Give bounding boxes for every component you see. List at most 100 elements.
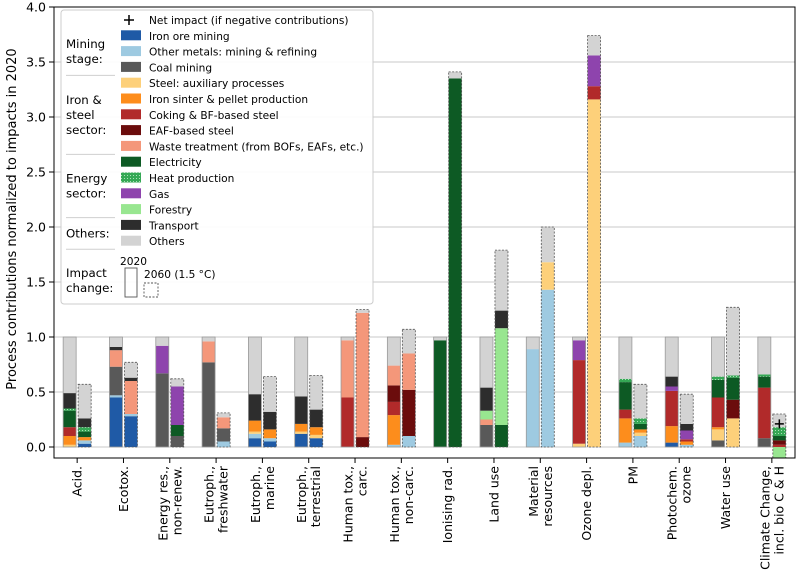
bar-segment-heat (63, 408, 77, 411)
bar-segment-gas (170, 386, 184, 425)
bar-segment-coal (479, 425, 493, 447)
x-tick-label: PM (625, 466, 640, 484)
x-tick-label-line: Ecotox. (116, 466, 131, 512)
x-tick-label-line: marine (262, 466, 277, 510)
bar-segment-others (294, 337, 308, 397)
bar-segment-other_metals (541, 289, 555, 447)
y-axis-label: Process contributions normalized to impa… (5, 48, 20, 389)
bar-segment-other_metals (680, 444, 694, 447)
bar-segment-eaf (356, 437, 370, 447)
x-tick-label-line: Material (526, 466, 541, 517)
x-tick-label-line: Energy res., (155, 466, 170, 541)
bar-segment-heat (726, 375, 740, 378)
x-tick-label-line: Human tox., (341, 466, 356, 543)
bar-segment-transport (665, 376, 679, 387)
bar-segment-coal (170, 436, 184, 447)
bar-segment-others (479, 337, 493, 388)
bar-outline-2020 (155, 336, 170, 448)
bar-segment-steel_aux (572, 443, 586, 447)
bar-segment-others (155, 337, 169, 346)
x-tick-label: Eutroph., terrestrial (294, 466, 323, 527)
x-tick-label-line: carc. (355, 466, 370, 496)
bar-segment-coking_bf (63, 427, 77, 436)
bar-segment-coking_bf (618, 409, 632, 419)
bar-segment-electricity (494, 425, 508, 447)
x-tick-label: Eutroph., marine (248, 466, 277, 523)
bar-segment-steel_aux (294, 431, 308, 434)
legend-item-label: Coking & BF-based steel (149, 110, 279, 122)
bar-segment-transport (109, 346, 123, 351)
bar-segment-coking_bf (572, 360, 586, 444)
bar-segment-iron_ore (309, 438, 323, 447)
bar-segment-electricity (772, 436, 786, 441)
bar-segment-others (526, 337, 540, 350)
legend-item-label: Iron sinter & pellet production (149, 94, 308, 106)
bar-segment-gas (572, 340, 586, 361)
bar-segment-others (202, 337, 216, 342)
x-tick-label: Ozone depl. (579, 466, 594, 541)
y-tick-label: 2.0 (26, 220, 46, 235)
bar-segment-electricity (726, 377, 740, 400)
legend-group-label: Iron & (66, 93, 102, 107)
legend-item-label: Others (149, 236, 185, 248)
bar-segment-sinter (309, 427, 323, 435)
x-tick-label-line: Water use (718, 466, 733, 529)
bar-segment-others (248, 337, 262, 395)
x-tick-label: Human tox., non-carc. (387, 466, 416, 543)
bar-outline-2020 (711, 336, 725, 448)
bar-segment-others (78, 384, 92, 419)
x-tick-label-line: Human tox., (387, 466, 402, 543)
bar-segment-coal (202, 362, 216, 447)
legend-swatch-other_metals (121, 46, 141, 57)
legend-2020-box (124, 267, 138, 298)
bar-segment-sinter (665, 426, 679, 443)
legend-swatch-transport (121, 219, 141, 230)
bar-segment-others (448, 71, 462, 79)
bar-outline-2020 (757, 336, 772, 448)
bar-segment-eaf (387, 385, 401, 402)
y-tick-label: 0.5 (26, 385, 46, 400)
x-tick-label-line: non-renew. (169, 466, 184, 535)
bar-segment-electricity (618, 382, 632, 410)
bar-segment-iron_ore (248, 438, 262, 447)
bar-segment-iron_ore (263, 441, 277, 447)
bar-outline-2060 (448, 71, 463, 448)
bar-segment-iron_ore (294, 433, 308, 447)
bar-segment-gas (680, 430, 694, 440)
legend-group-label: sector: (66, 186, 106, 200)
bar-segment-iron_ore (665, 442, 679, 447)
legend-swatch-coking_bf (121, 109, 141, 120)
bar-segment-transport (263, 411, 277, 430)
bar-segment-heat (757, 374, 771, 377)
bar-outline-2060 (540, 226, 555, 448)
bar-segment-iron_ore (78, 443, 92, 447)
legend-group-label: sector: (66, 123, 106, 137)
bar-segment-sinter (78, 437, 92, 441)
legend-impact-change-label: Impact (66, 266, 107, 280)
x-tick-label-line: Photochem. (665, 466, 680, 540)
bar-outline-2060 (679, 393, 694, 448)
bar-segment-coking_bf (665, 390, 679, 427)
bar-segment-steel_aux (248, 431, 262, 434)
legend: Net impact (if negative contributions) Ir… (60, 9, 374, 305)
bar-outline-2060 (216, 412, 231, 448)
bar-segment-gas (587, 55, 601, 87)
legend-net-impact-label: Net impact (if negative contributions) (149, 15, 349, 27)
x-tick-label-line: terrestrial (308, 466, 323, 527)
bar-outline-2020 (664, 336, 679, 448)
bar-segment-forestry (494, 328, 508, 425)
bar-segment-others (665, 337, 679, 377)
bar-segment-other_metals (402, 436, 416, 447)
bar-segment-others (356, 309, 370, 313)
bar-segment-others (263, 376, 277, 412)
x-tick-label-line: Eutroph., (202, 466, 217, 523)
bar-segment-iron_ore (109, 397, 123, 447)
bar-segment-heat (711, 376, 725, 380)
bar-outline-2060 (170, 378, 185, 448)
bar-segment-others (587, 35, 601, 56)
x-tick-label: Land use (486, 466, 501, 523)
bar-segment-electricity (448, 78, 462, 447)
bar-segment-others (757, 337, 771, 375)
bar-segment-others (170, 378, 184, 387)
net-impact-marker (774, 419, 784, 429)
